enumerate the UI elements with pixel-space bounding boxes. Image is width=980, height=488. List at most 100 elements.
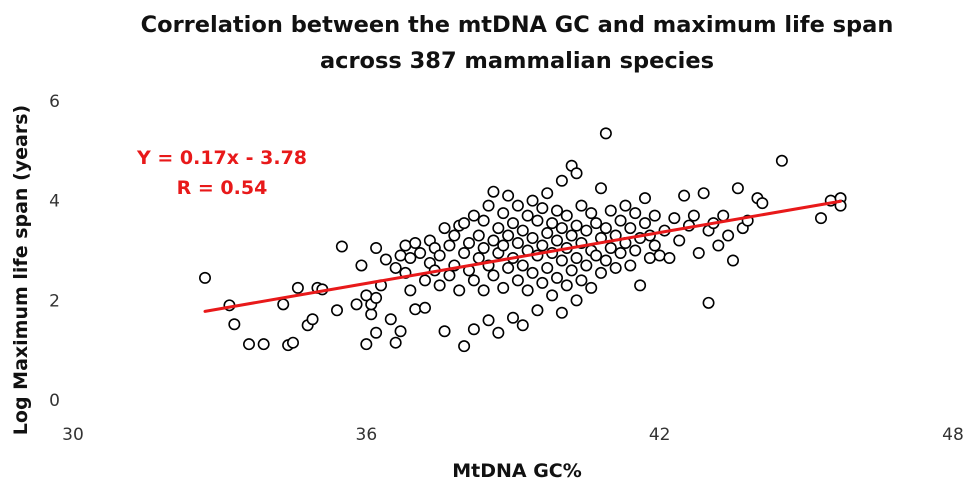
data-point [570, 167, 583, 180]
chart-title-line2: across 387 mammalian species [320, 48, 714, 74]
data-point [614, 246, 627, 259]
data-point [648, 239, 661, 252]
data-point [536, 202, 549, 215]
data-point [614, 214, 627, 227]
data-point [541, 261, 554, 274]
data-point [814, 212, 827, 225]
regression-equation: Y = 0.17x - 3.78 [136, 147, 307, 169]
data-point [550, 204, 563, 217]
data-point [467, 323, 480, 336]
data-point [570, 251, 583, 264]
data-point [629, 207, 642, 220]
data-point [404, 284, 417, 297]
data-point [438, 222, 451, 235]
data-point [722, 229, 735, 242]
data-point [546, 289, 559, 302]
data-point [472, 229, 485, 242]
data-point [414, 246, 427, 259]
data-point [555, 174, 568, 187]
data-point [360, 338, 373, 351]
data-point [355, 259, 368, 272]
data-point [594, 182, 607, 195]
data-point [575, 274, 588, 287]
data-point [697, 187, 710, 200]
data-point [565, 229, 578, 242]
data-point [394, 249, 407, 262]
data-point [443, 269, 456, 282]
data-point [550, 234, 563, 247]
data-point [678, 189, 691, 202]
data-point [648, 209, 661, 222]
data-point [521, 284, 534, 297]
data-point [580, 259, 593, 272]
data-point [531, 214, 544, 227]
data-point [365, 308, 378, 321]
data-point [497, 207, 510, 220]
data-point [418, 301, 431, 314]
data-point [717, 209, 730, 222]
data-point [673, 234, 686, 247]
data-point [458, 246, 471, 259]
data-point [462, 237, 475, 250]
y-tick-label: 4 [49, 192, 60, 212]
data-point [399, 239, 412, 252]
data-point [590, 249, 603, 262]
data-point [541, 227, 554, 240]
data-point [506, 217, 519, 230]
data-point [516, 319, 529, 332]
data-point [585, 281, 598, 294]
data-point [580, 224, 593, 237]
data-point [619, 199, 632, 212]
correlation-coefficient: R = 0.54 [177, 177, 268, 199]
data-point [389, 261, 402, 274]
data-point [536, 276, 549, 289]
data-point [502, 229, 515, 242]
x-tick-label: 48 [942, 425, 964, 445]
data-point [286, 336, 299, 349]
data-point [594, 266, 607, 279]
data-point [497, 281, 510, 294]
y-tick-label: 0 [49, 391, 60, 411]
data-point [560, 279, 573, 292]
data-point [243, 338, 256, 351]
data-point [487, 185, 500, 198]
data-point [653, 249, 666, 262]
data-point [526, 266, 539, 279]
y-axis-label: Log Maximum life span (years) [10, 105, 32, 435]
data-point [370, 291, 383, 304]
data-point [384, 313, 397, 326]
data-point [472, 251, 485, 264]
data-point [467, 274, 480, 287]
data-point [726, 254, 739, 267]
data-point [516, 259, 529, 272]
data-point [433, 279, 446, 292]
data-point [370, 326, 383, 339]
data-point [526, 194, 539, 207]
data-point [511, 274, 524, 287]
data-point [550, 271, 563, 284]
data-point [511, 199, 524, 212]
data-point [409, 237, 422, 250]
data-point [433, 249, 446, 262]
data-point [330, 304, 343, 317]
data-point [536, 239, 549, 252]
data-point [443, 239, 456, 252]
data-point [438, 325, 451, 338]
data-point [756, 197, 769, 210]
x-axis-ticks: 30 36 42 48 [62, 425, 964, 445]
data-point [624, 222, 637, 235]
data-point [609, 261, 622, 274]
data-point [555, 222, 568, 235]
data-point [692, 246, 705, 259]
data-point [634, 279, 647, 292]
data-point [379, 253, 392, 266]
data-point [590, 217, 603, 230]
data-point [448, 229, 461, 242]
data-point [663, 251, 676, 264]
data-point [511, 237, 524, 250]
data-point [502, 189, 515, 202]
data-point [526, 232, 539, 245]
data-point [477, 214, 490, 227]
data-point [585, 207, 598, 220]
